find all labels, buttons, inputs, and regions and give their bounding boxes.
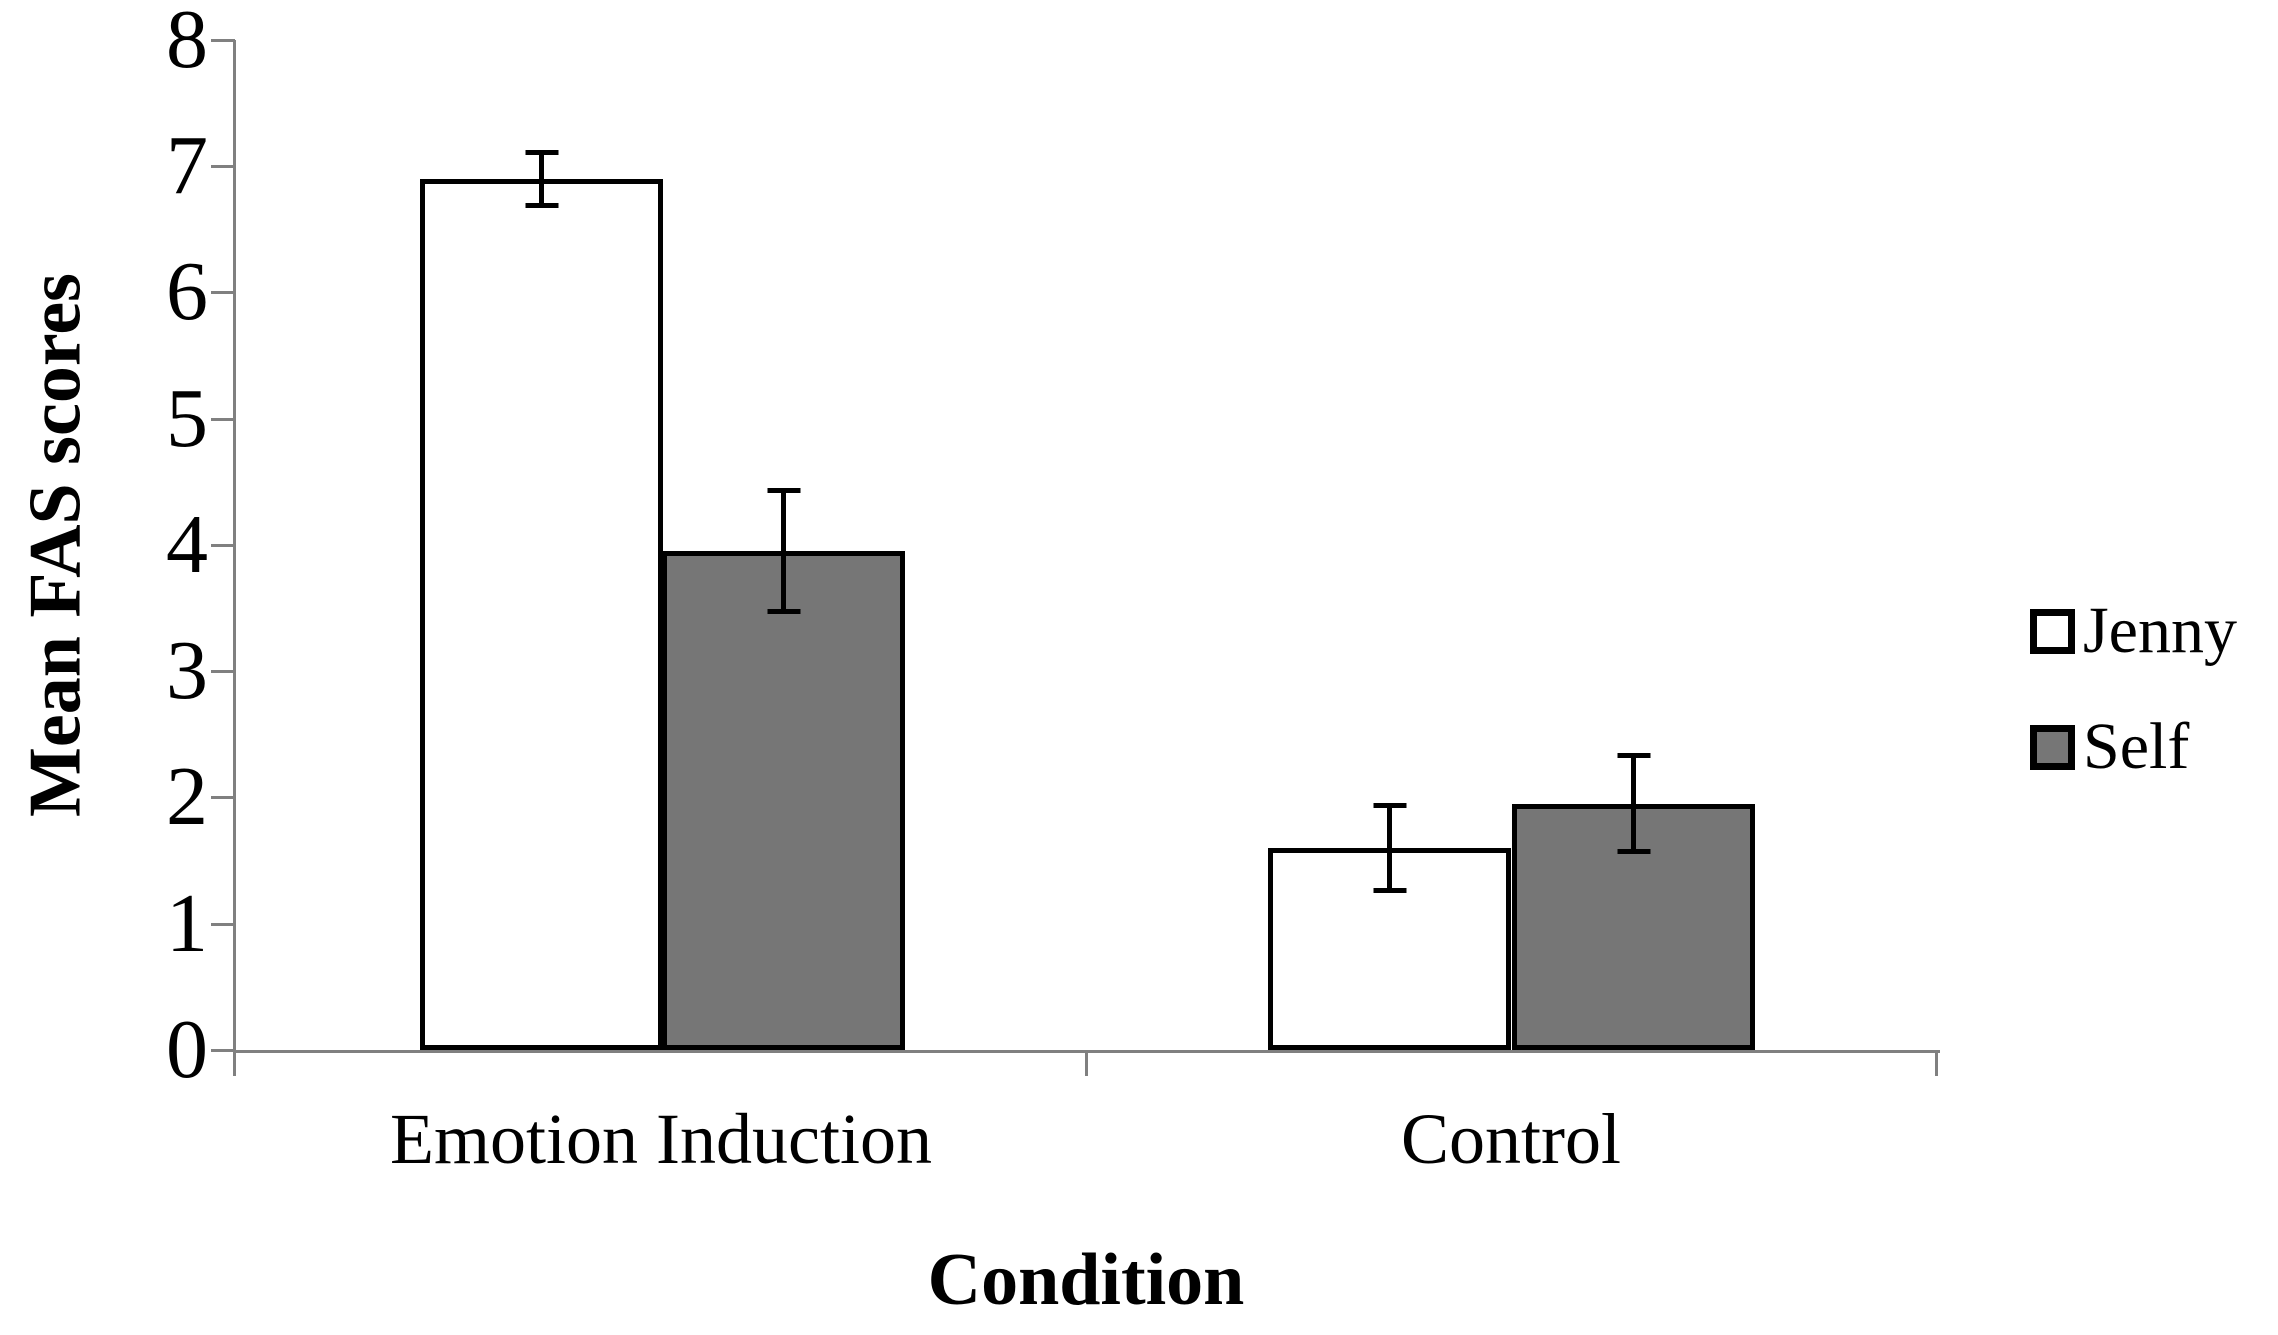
legend-item-self: Self — [2030, 714, 2189, 780]
legend-swatch-jenny — [2030, 608, 2075, 654]
y-tick-7 — [211, 165, 235, 168]
x-tick-2 — [1935, 1050, 1938, 1076]
legend-swatch-self — [2030, 724, 2075, 770]
y-tick-3 — [211, 670, 235, 673]
y-tick-0 — [211, 1049, 235, 1052]
x-tick-1 — [1085, 1050, 1088, 1076]
y-tick-label-0: 0 — [166, 1003, 208, 1096]
error-bar-self-1 — [1617, 753, 1650, 854]
error-bar-jenny-0 — [525, 150, 558, 208]
x-tick-0 — [233, 1050, 236, 1076]
error-bar-top-cap — [525, 150, 558, 155]
y-tick-label-6: 6 — [166, 245, 208, 338]
y-tick-label-1: 1 — [166, 877, 208, 970]
y-axis-title: Mean FAS scores — [14, 273, 97, 817]
y-tick-1 — [211, 923, 235, 926]
category-label-emotion-induction: Emotion Induction — [390, 1099, 932, 1179]
y-tick-4 — [211, 544, 235, 547]
y-tick-label-7: 7 — [166, 119, 208, 212]
y-tick-label-4: 4 — [166, 498, 208, 591]
y-tick-label-5: 5 — [166, 372, 208, 465]
category-label-control: Control — [1400, 1099, 1621, 1179]
x-axis-title: Condition — [927, 1239, 1245, 1321]
error-bar-top-cap — [767, 488, 800, 493]
error-bar-bottom-cap — [1617, 849, 1650, 854]
y-tick-label-3: 3 — [166, 624, 208, 717]
y-tick-8 — [211, 39, 235, 42]
y-tick-2 — [211, 796, 235, 799]
error-bar-top-cap — [1373, 803, 1406, 808]
error-bar-bottom-cap — [525, 203, 558, 208]
error-bar-bottom-cap — [1373, 888, 1406, 893]
legend-label-self: Self — [2083, 710, 2190, 783]
error-bar-bottom-cap — [767, 609, 800, 614]
y-tick-label-2: 2 — [166, 750, 208, 843]
error-bar-jenny-1 — [1373, 803, 1406, 893]
legend-label-jenny: Jenny — [2083, 594, 2237, 667]
y-tick-5 — [211, 418, 235, 421]
y-tick-6 — [211, 291, 235, 294]
bar-self-0 — [662, 551, 905, 1050]
error-bar-self-0 — [767, 488, 800, 614]
legend-item-jenny: Jenny — [2030, 598, 2237, 664]
y-tick-label-8: 8 — [166, 0, 208, 86]
bar-jenny-0 — [420, 179, 663, 1050]
error-bar-top-cap — [1617, 753, 1650, 758]
